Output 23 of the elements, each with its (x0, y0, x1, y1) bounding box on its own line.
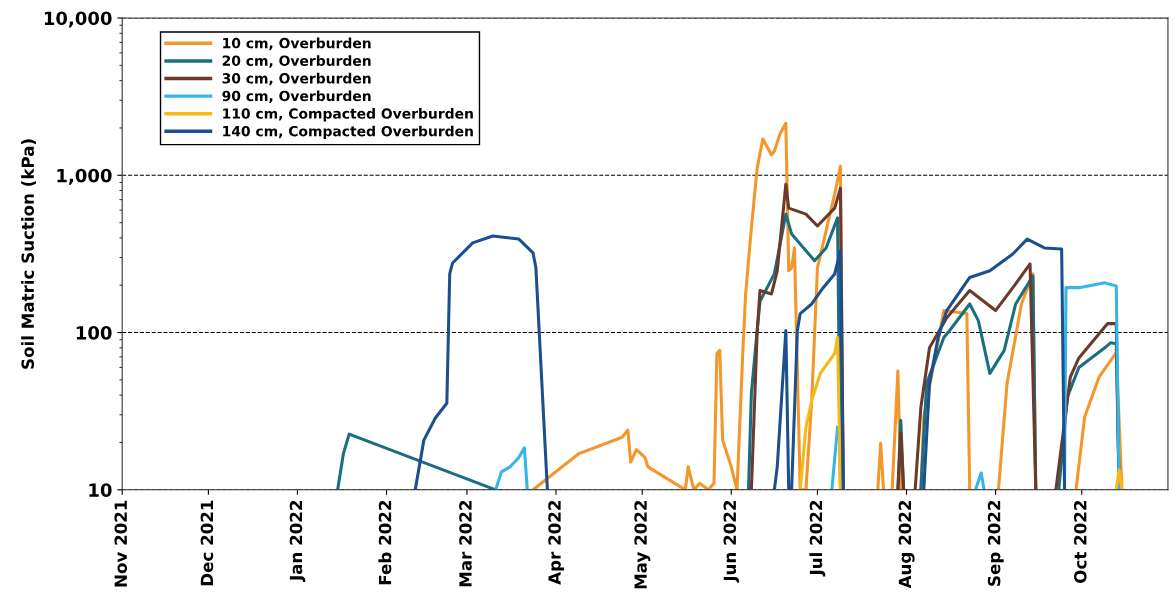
y-tick-label: 10 (89, 483, 112, 497)
x-tick-label: Apr 2022 (548, 500, 565, 585)
x-tick-label: Nov 2021 (114, 500, 128, 587)
x-tick-label: Mar 2022 (459, 500, 472, 587)
x-tick-label: Jun 2022 (723, 500, 740, 583)
legend-label: 20 cm, Overburden (222, 55, 371, 68)
x-tick-label: May 2022 (634, 500, 651, 589)
y-axis-title: Soil Matric Suction (kPa) (21, 139, 36, 369)
legend-label: 90 cm, Overburden (222, 90, 371, 103)
y-tick-label: 100 (76, 326, 112, 340)
legend-label: 140 cm, Compacted Overburden (223, 125, 473, 140)
x-tick-label: Aug 2022 (898, 500, 915, 589)
y-tick-label: 10,000 (44, 11, 112, 28)
x-tick-label: Dec 2021 (200, 500, 214, 586)
x-tick-label: Jan 2022 (289, 500, 306, 582)
x-tick-label: Feb 2022 (378, 500, 392, 585)
x-tick-label: Sep 2022 (987, 500, 1004, 586)
x-tick-label: Oct 2022 (1073, 500, 1087, 583)
legend-label: 10 cm, Overburden (223, 37, 371, 51)
x-tick-label: Jul 2022 (809, 500, 826, 577)
legend-label: 30 cm, Overburden (222, 72, 371, 86)
legend-label: 110 cm, Compacted Overburden (223, 108, 473, 122)
y-tick-label: 1,000 (57, 168, 112, 185)
